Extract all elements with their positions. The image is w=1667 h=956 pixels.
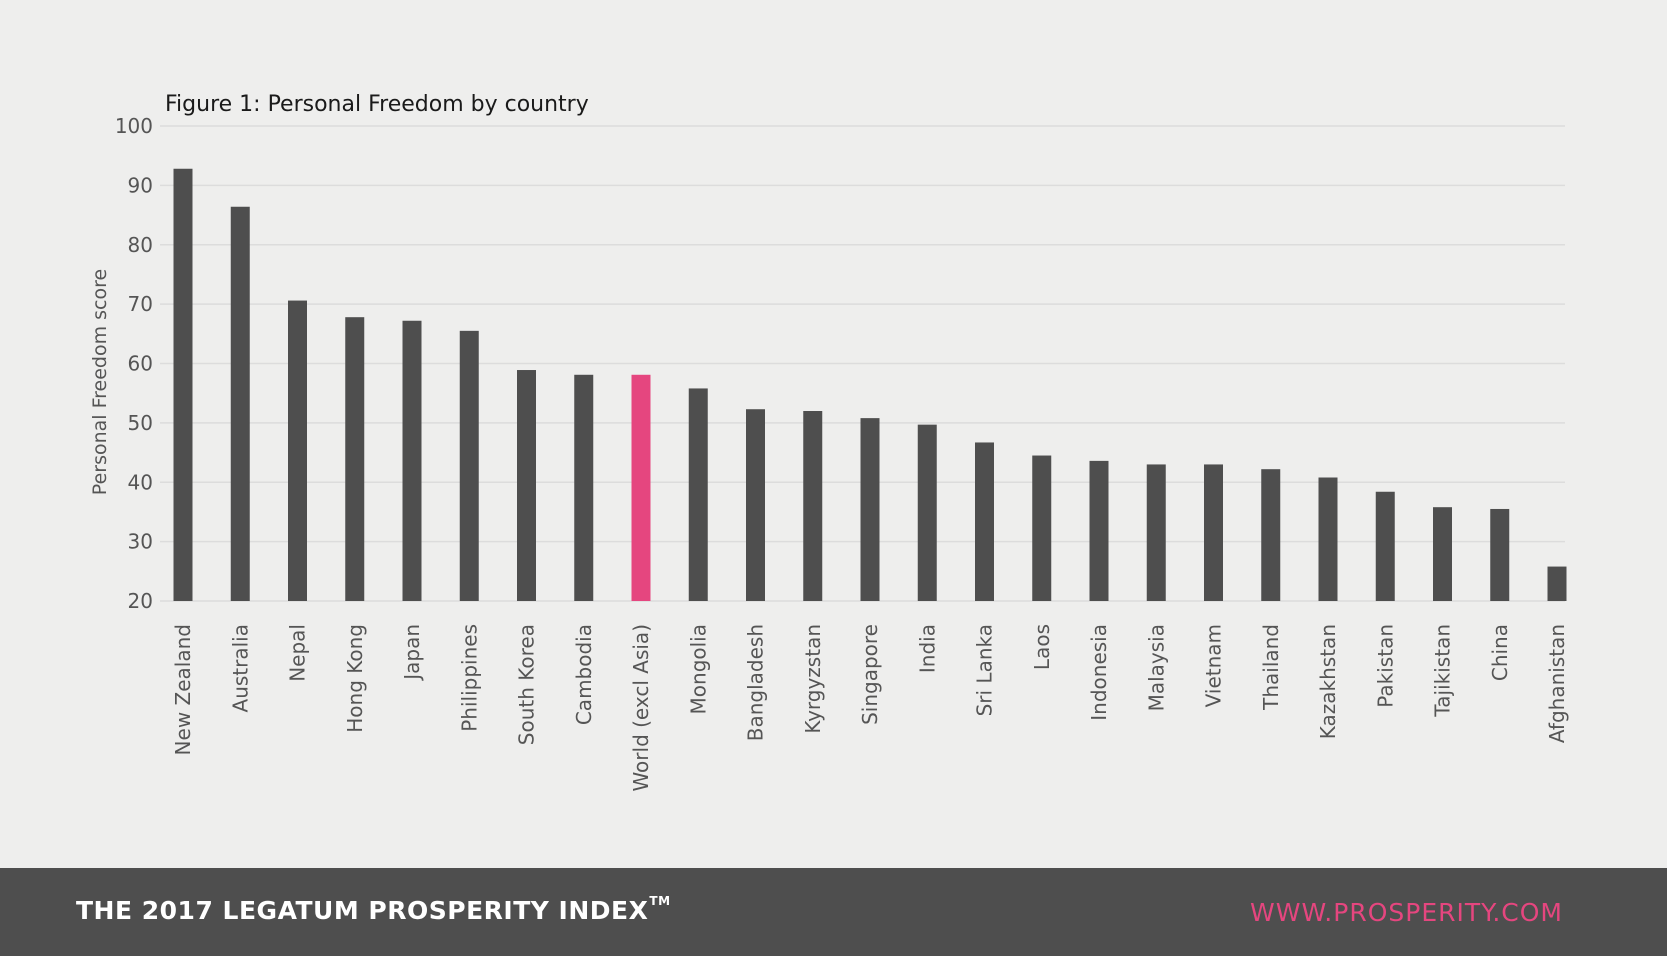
x-axis-ticks: New Zealand Australia Nepal Hong Kong Japan P… [171,624,1569,792]
y-axis-label: Personal Freedom score [89,269,111,495]
bar-tajikistan [1433,507,1452,601]
y-tick-label: 20 [128,589,153,613]
bar-laos [1032,455,1052,601]
bar-sri-lanka [975,442,994,601]
bar-japan [402,320,422,601]
bar-singapore [860,418,880,601]
bar-china [1490,508,1510,601]
bar-kyrgyzstan [803,411,823,601]
x-tick-label: Kyrgyzstan [801,624,825,734]
bar-australia [230,206,250,601]
x-tick-label: Vietnam [1202,624,1226,707]
x-tick-label: New Zealand [171,624,195,755]
bar-pakistan [1375,491,1395,601]
x-tick-label: Kazakhstan [1316,624,1340,739]
x-tick-label: Nepal [286,624,310,682]
bar-kazakhstan [1318,477,1338,601]
bar-new-zealand [173,168,193,601]
footer-bar: THE 2017 LEGATUM PROSPERITY INDEXTM WWW.… [0,868,1667,956]
x-tick-label: Pakistan [1373,624,1397,708]
x-tick-label: India [915,624,939,673]
bar-world-excl-asia [631,374,651,601]
x-tick-label: Indonesia [1087,624,1111,721]
x-tick-label: Laos [1030,624,1054,670]
chart-area: Figure 1: Personal Freedom by country Pe… [89,92,1569,792]
x-tick-label: Sri Lanka [973,624,997,716]
bar-nepal [288,300,307,601]
x-tick-label: World (excl Asia) [629,624,653,792]
x-tick-label: Hong Kong [343,624,367,733]
bar-mongolia [688,388,708,601]
x-tick-label: Cambodia [572,624,596,725]
bar-india [917,424,937,601]
bar-indonesia [1089,460,1109,601]
x-tick-label: Australia [228,624,252,712]
chart-title: Figure 1: Personal Freedom by country [165,92,589,117]
footer-brand-text: THE 2017 LEGATUM PROSPERITY INDEX [76,896,649,925]
y-axis-ticks: 100 90 80 70 60 50 40 30 20 [115,114,153,613]
x-tick-label: Tajikistan [1431,624,1455,718]
bar-south-korea [517,370,536,601]
x-tick-label: Bangladesh [744,624,768,741]
y-tick-label: 40 [128,470,153,494]
y-tick-label: 50 [128,411,153,435]
bar-thailand [1261,469,1281,601]
bars [173,168,1567,601]
x-tick-label: Philippines [457,624,481,732]
bar-bangladesh [746,409,765,601]
x-tick-label: South Korea [515,624,539,745]
y-tick-label: 30 [128,530,153,554]
bar-malaysia [1146,464,1166,601]
bar-afghanistan [1547,566,1567,601]
x-tick-label: Mongolia [686,624,710,714]
x-tick-label: Thailand [1259,624,1283,711]
bar-philippines [459,330,479,601]
x-tick-label: Malaysia [1144,624,1168,711]
x-tick-label: China [1488,624,1512,681]
footer-website-link[interactable]: WWW.PROSPERITY.COM [1250,898,1563,927]
y-tick-label: 80 [128,233,153,257]
bar-vietnam [1204,464,1223,601]
x-tick-label: Afghanistan [1545,624,1569,743]
y-tick-label: 60 [128,352,153,376]
footer-brand: THE 2017 LEGATUM PROSPERITY INDEXTM [76,894,671,925]
y-tick-label: 90 [128,173,153,197]
y-tick-label: 100 [115,114,153,138]
bar-hong-kong [345,317,365,601]
y-tick-label: 70 [128,292,153,316]
x-tick-label: Singapore [858,624,882,725]
bar-cambodia [574,374,594,601]
bar-chart: Figure 1: Personal Freedom by country Pe… [89,92,1569,792]
trademark-symbol: TM [649,894,671,908]
x-tick-label: Japan [400,624,424,682]
